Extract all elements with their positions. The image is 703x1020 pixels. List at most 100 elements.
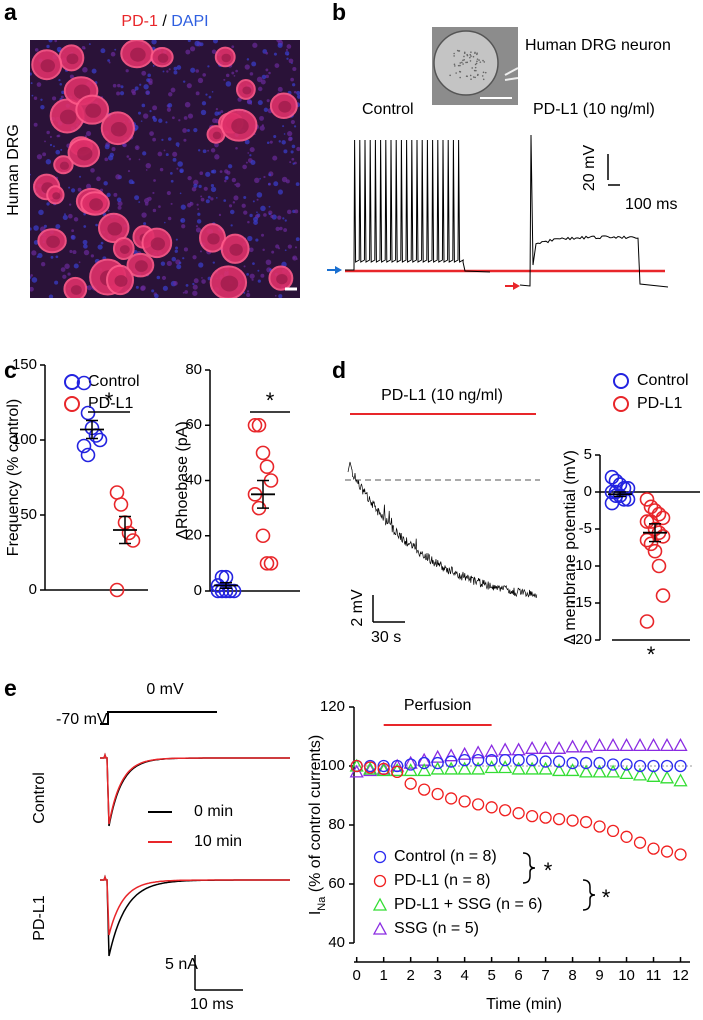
neuron-core [229, 243, 243, 256]
nucleus [183, 247, 188, 252]
marker [350, 759, 363, 773]
nucleus [243, 265, 246, 268]
neuron-core [119, 245, 130, 254]
dot [655, 588, 671, 603]
nucleus [83, 244, 88, 249]
nucleus [201, 279, 206, 284]
nucleus [134, 195, 140, 201]
nucleus [249, 273, 255, 279]
scale-label: 20 mV [581, 145, 598, 192]
marker [498, 753, 512, 767]
nucleus [228, 204, 233, 208]
nucleus [30, 82, 33, 85]
marker [457, 761, 472, 775]
nucleus [165, 121, 168, 124]
cell-texture [470, 55, 472, 57]
nucleus [110, 51, 116, 57]
nucleus [70, 234, 76, 240]
nucleus [77, 187, 82, 192]
y-tick-label: 80 [328, 816, 345, 833]
nucleus [211, 49, 217, 54]
dot [639, 514, 655, 529]
scale-label: 30 s [371, 629, 401, 646]
nucleus [265, 74, 270, 79]
neuron-core [242, 86, 252, 95]
neuron-core [114, 275, 128, 287]
nucleus [64, 263, 70, 269]
marker [498, 742, 513, 756]
nucleus [156, 275, 161, 280]
nucleus [270, 214, 274, 218]
dot [604, 469, 620, 485]
marker [471, 798, 485, 811]
nucleus [31, 94, 34, 97]
nucleus [187, 40, 191, 43]
legend-marker [64, 396, 80, 412]
marker [363, 761, 378, 775]
nucleus [168, 68, 171, 71]
marker [512, 807, 525, 820]
nucleus [49, 135, 52, 138]
nucleus [107, 155, 114, 161]
scale-label: 2 mV [349, 589, 366, 627]
nucleus [141, 212, 147, 218]
scale-label: 5 nA [165, 956, 198, 973]
nucleus [273, 134, 277, 139]
nucleus [219, 170, 223, 173]
nucleus [290, 150, 294, 154]
nucleus [69, 249, 73, 254]
nucleus [210, 186, 217, 193]
nucleus [49, 143, 53, 147]
cell-texture [471, 67, 474, 69]
marker [471, 745, 486, 759]
marker [525, 753, 539, 767]
dot [80, 405, 96, 421]
nucleus [261, 74, 267, 80]
row-label: PD-L1 [31, 895, 48, 940]
marker [674, 848, 687, 861]
nucleus [205, 199, 210, 204]
cell-texture [472, 76, 475, 78]
marker [471, 753, 485, 767]
nucleus [117, 205, 122, 210]
cell-texture [459, 62, 462, 64]
nucleus [256, 192, 263, 198]
neuron-core [107, 222, 123, 236]
cell-texture [453, 55, 455, 57]
nucleus [291, 157, 295, 161]
nucleus [214, 142, 219, 148]
significance: * [602, 885, 611, 910]
nucleus [180, 204, 186, 210]
nucleus [131, 89, 136, 94]
nucleus [54, 280, 59, 285]
nucleus [202, 73, 207, 77]
nucleus [260, 273, 265, 278]
nucleus [137, 111, 142, 115]
nucleus [55, 255, 59, 259]
nucleus [260, 205, 266, 212]
nucleus [256, 76, 263, 83]
significance: * [647, 642, 656, 667]
marker [525, 740, 540, 754]
nucleus [213, 40, 218, 44]
nucleus [30, 72, 32, 76]
nucleus [193, 278, 199, 284]
marker [646, 768, 661, 782]
y-tick-label: 20 [185, 527, 202, 544]
nucleus [290, 77, 294, 82]
nucleus [82, 67, 88, 73]
nucleus [115, 174, 121, 180]
cell-texture [462, 59, 464, 62]
marker [606, 758, 620, 771]
marker [551, 763, 567, 777]
nucleus [166, 70, 169, 73]
nucleus [112, 83, 117, 88]
marker [605, 737, 621, 751]
nucleus [265, 68, 269, 72]
nucleus [253, 216, 259, 222]
nucleus [284, 51, 290, 56]
marker [659, 737, 675, 751]
nucleus [116, 91, 121, 96]
significance: * [105, 388, 114, 413]
